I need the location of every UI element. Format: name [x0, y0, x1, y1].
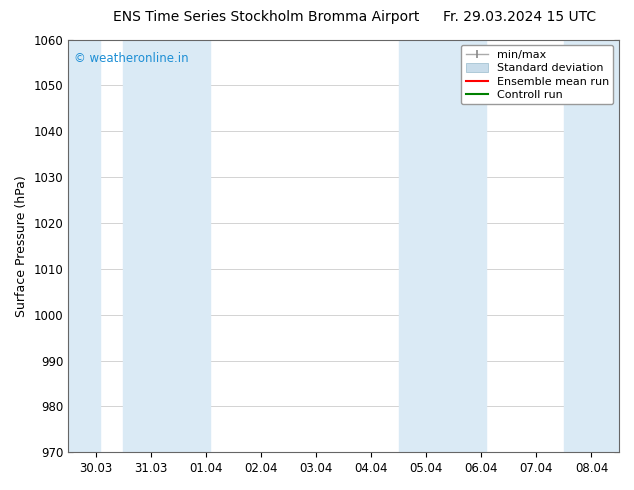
Bar: [68, 40, 100, 452]
Bar: [399, 40, 486, 452]
Text: ENS Time Series Stockholm Bromma Airport: ENS Time Series Stockholm Bromma Airport: [113, 10, 420, 24]
Bar: [564, 40, 619, 452]
Text: Fr. 29.03.2024 15 UTC: Fr. 29.03.2024 15 UTC: [443, 10, 597, 24]
Bar: [123, 40, 210, 452]
Text: © weatheronline.in: © weatheronline.in: [74, 52, 188, 65]
Y-axis label: Surface Pressure (hPa): Surface Pressure (hPa): [15, 175, 28, 317]
Legend: min/max, Standard deviation, Ensemble mean run, Controll run: min/max, Standard deviation, Ensemble me…: [461, 45, 614, 104]
